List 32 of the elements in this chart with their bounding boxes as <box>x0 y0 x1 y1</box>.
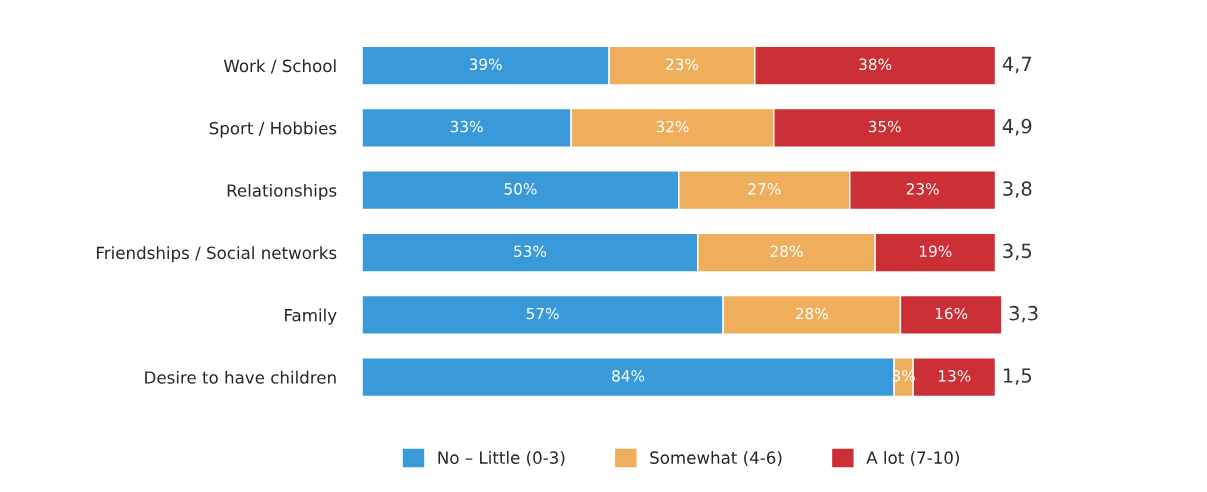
data-label: 13% <box>939 370 971 382</box>
text: 3,8 <box>1003 181 1032 198</box>
data-label: 53% <box>514 245 547 257</box>
text: 4,9 <box>1002 118 1032 136</box>
y-tick-label: Desire to have children <box>145 370 336 384</box>
text: 1,5 <box>1003 368 1032 385</box>
y-tick-label: Family <box>285 308 337 325</box>
text: 3,5 <box>1003 243 1032 261</box>
data-label: 28% <box>770 245 803 257</box>
data-label: 16% <box>935 307 968 320</box>
data-label: 39% <box>469 58 502 71</box>
text: 3,3 <box>1009 305 1038 323</box>
data-label: 33% <box>450 120 483 133</box>
data-label: 32% <box>656 120 689 133</box>
data-label: 27% <box>748 183 781 195</box>
y-tick-label: Relationships <box>227 183 337 201</box>
data-label: 23% <box>666 58 699 71</box>
data-label: 57% <box>526 307 559 320</box>
y-tick-label: Friendships / Social networks <box>97 246 337 263</box>
y-tick-label: Sport / Hobbies <box>209 121 337 138</box>
legend-label: Somewhat (4-6) <box>650 451 782 466</box>
data-label: 19% <box>920 245 952 257</box>
data-label: 84% <box>612 370 645 382</box>
data-label: 23% <box>906 183 939 195</box>
legend-label: No – Little (0-3) <box>438 451 565 466</box>
text: 4,7 <box>1002 56 1032 74</box>
y-tick-label: Work / School <box>223 59 336 74</box>
data-label: 50% <box>504 183 537 195</box>
data-label: 28% <box>795 307 828 320</box>
legend-label: A lot (7-10) <box>866 451 959 466</box>
data-label: 38% <box>859 58 892 71</box>
data-label: 35% <box>868 120 901 133</box>
